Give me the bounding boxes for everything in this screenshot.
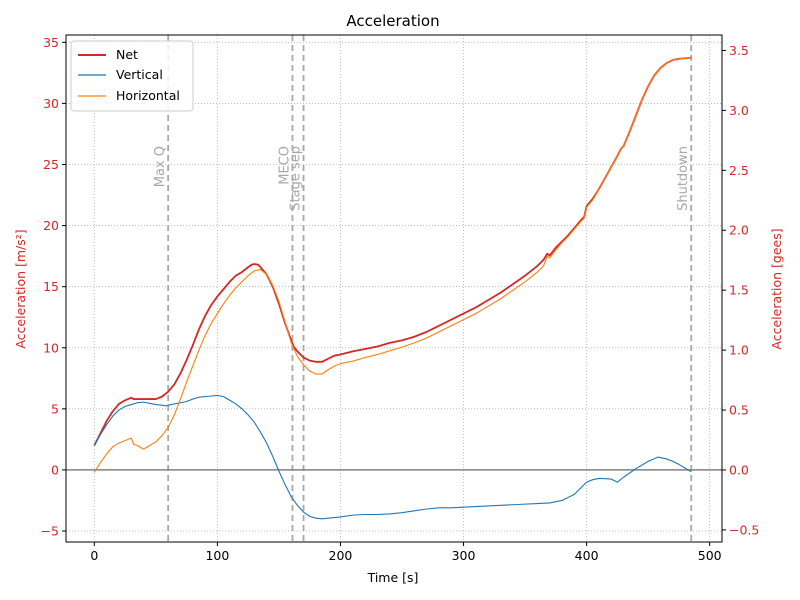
y2-tick-label: 0.0 — [729, 462, 749, 477]
y-tick-label: 10 — [43, 340, 59, 355]
legend-box — [70, 40, 194, 112]
legend-label-net: Net — [116, 47, 138, 62]
y2-tick-label: −0.5 — [729, 522, 759, 537]
y-tick-label: 35 — [43, 35, 59, 50]
y2-tick-label: 1.5 — [729, 283, 749, 298]
y-tick-label: 5 — [51, 401, 59, 416]
y2-axis-label: Acceleration [gees] — [769, 228, 784, 349]
y2-tick-label: 2.5 — [729, 163, 749, 178]
y-tick-label: 15 — [43, 279, 59, 294]
event-label: Shutdown — [676, 146, 691, 211]
x-axis-label: Time [s] — [367, 570, 419, 585]
y-axis-label: Acceleration [m/s²] — [13, 229, 28, 348]
y2-tick-label: 3.5 — [729, 43, 749, 58]
legend-label-horizontal: Horizontal — [116, 88, 180, 103]
x-tick-label: 100 — [205, 548, 229, 563]
y2-tick-label: 3.0 — [729, 103, 749, 118]
y2-tick-label: 0.5 — [729, 403, 749, 418]
y-tick-label: 20 — [43, 218, 59, 233]
x-tick-label: 500 — [698, 548, 722, 563]
series — [93, 56, 692, 520]
event-lines — [167, 35, 693, 542]
series-line-horizontal — [93, 57, 692, 473]
event-label: Stage sep — [289, 146, 304, 211]
y2-axis-ticks: −0.5 0.0 0.5 1.0 1.5 2.0 2.5 3.0 3.5 — [722, 43, 759, 537]
x-tick-label: 200 — [329, 548, 353, 563]
legend: Net Vertical Horizontal — [70, 40, 194, 112]
event-label: Max Q — [153, 146, 168, 187]
series-line-vertical — [93, 394, 692, 520]
y2-tick-label: 1.0 — [729, 343, 749, 358]
legend-label-vertical: Vertical — [116, 67, 163, 82]
y2-tick-label: 2.0 — [729, 223, 749, 238]
x-tick-label: 0 — [90, 548, 98, 563]
x-axis-ticks: 0 100 200 300 400 500 — [90, 542, 722, 563]
plot-frame — [65, 34, 723, 543]
y-tick-label: −5 — [41, 524, 59, 539]
y-tick-label: 0 — [51, 462, 59, 477]
y-tick-label: 25 — [43, 157, 59, 172]
y-axis-ticks: −5 0 5 10 15 20 25 30 35 — [41, 35, 66, 539]
x-tick-label: 400 — [575, 548, 599, 563]
chart-title: Acceleration — [346, 12, 439, 30]
x-tick-label: 300 — [452, 548, 476, 563]
y-tick-label: 30 — [43, 96, 59, 111]
event-label: MECO — [277, 146, 292, 185]
